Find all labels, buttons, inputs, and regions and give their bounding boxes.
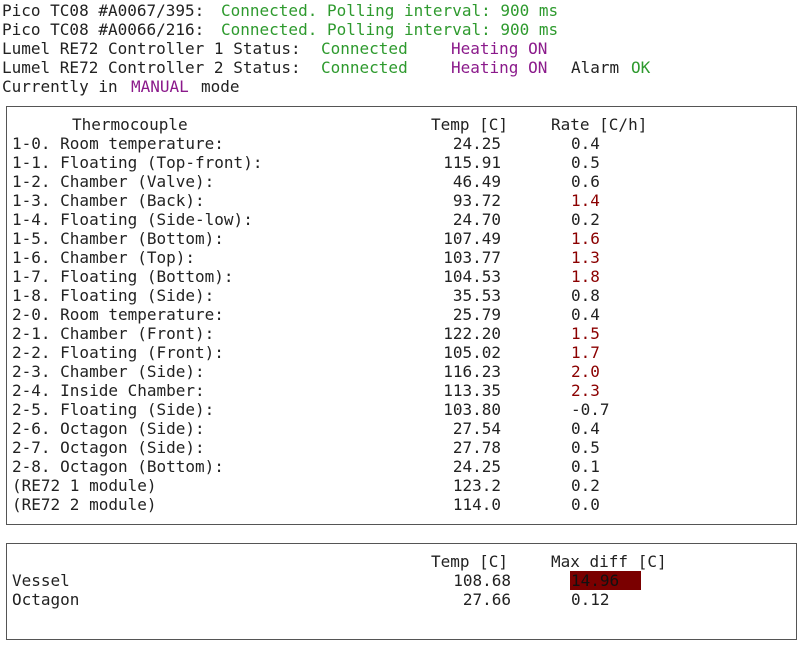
column-header: Thermocouple <box>72 114 188 134</box>
sensor-name: 1-8. Floating (Side): <box>12 285 215 305</box>
sensor-rate: 0.5 <box>571 152 600 172</box>
sensor-name: (RE72 1 module) <box>12 475 157 495</box>
sensor-rate: 1.7 <box>571 342 600 362</box>
column-header: Max diff [C] <box>551 551 667 571</box>
sensor-rate: 0.5 <box>571 437 600 457</box>
sensor-temp: 27.54 <box>452 418 501 438</box>
controller-label: Lumel RE72 Controller 2 Status: <box>2 57 301 77</box>
sensor-temp: 104.53 <box>443 266 501 286</box>
sensor-temp: 25.79 <box>452 304 501 324</box>
thermocouple-panel <box>6 106 797 525</box>
sensor-temp: 105.02 <box>443 342 501 362</box>
sensor-name: 2-4. Inside Chamber: <box>12 380 205 400</box>
sensor-rate: 0.4 <box>571 133 600 153</box>
summary-panel <box>6 543 797 640</box>
sensor-rate: 0.2 <box>571 475 600 495</box>
sensor-name: 1-6. Chamber (Top): <box>12 247 196 267</box>
sensor-rate: 1.6 <box>571 228 600 248</box>
summary-temp: 27.66 <box>462 589 511 609</box>
device-status: Connected. Polling interval: 900 ms <box>221 19 559 39</box>
sensor-temp: 123.2 <box>452 475 501 495</box>
sensor-name: (RE72 2 module) <box>12 494 157 514</box>
sensor-name: 2-7. Octagon (Side): <box>12 437 205 457</box>
sensor-temp: 46.49 <box>452 171 501 191</box>
sensor-temp: 103.77 <box>443 247 501 267</box>
sensor-name: 1-3. Chamber (Back): <box>12 190 205 210</box>
sensor-name: 2-1. Chamber (Front): <box>12 323 215 343</box>
device-label: Pico TC08 #A0067/395: <box>2 0 205 20</box>
mode-prefix: Currently in <box>2 76 118 96</box>
sensor-temp: 35.53 <box>452 285 501 305</box>
sensor-temp: 114.0 <box>452 494 501 514</box>
column-header: Temp [C] <box>431 114 509 134</box>
sensor-name: 1-7. Floating (Bottom): <box>12 266 234 286</box>
alarm-value: OK <box>631 57 651 77</box>
sensor-temp: 24.25 <box>452 133 501 153</box>
sensor-temp: 24.70 <box>452 209 501 229</box>
sensor-name: 1-2. Chamber (Valve): <box>12 171 215 191</box>
sensor-rate: 0.2 <box>571 209 600 229</box>
heating-status: Heating ON <box>451 57 548 77</box>
controller-status: Connected <box>321 57 408 77</box>
sensor-rate: 0.0 <box>571 494 600 514</box>
sensor-rate: 0.8 <box>571 285 600 305</box>
sensor-rate: 1.8 <box>571 266 600 286</box>
sensor-name: 2-3. Chamber (Side): <box>12 361 205 381</box>
controller-status: Connected <box>321 38 408 58</box>
sensor-rate: 0.1 <box>571 456 600 476</box>
sensor-rate: 0.4 <box>571 304 600 324</box>
sensor-name: 1-4. Floating (Side-low): <box>12 209 253 229</box>
heating-status: Heating ON <box>451 38 548 58</box>
sensor-name: 2-5. Floating (Side): <box>12 399 215 419</box>
summary-name: Octagon <box>12 589 80 609</box>
summary-max-diff: 0.12 <box>571 589 610 609</box>
sensor-rate: 1.5 <box>571 323 600 343</box>
sensor-rate: 0.6 <box>571 171 600 191</box>
device-label: Pico TC08 #A0066/216: <box>2 19 205 39</box>
sensor-name: 2-6. Octagon (Side): <box>12 418 205 438</box>
mode-suffix: mode <box>201 76 240 96</box>
sensor-name: 2-0. Room temperature: <box>12 304 224 324</box>
sensor-temp: 93.72 <box>452 190 501 210</box>
sensor-rate: 2.0 <box>571 361 600 381</box>
sensor-temp: 103.80 <box>443 399 501 419</box>
sensor-name: 2-8. Octagon (Bottom): <box>12 456 224 476</box>
summary-temp: 108.68 <box>453 570 511 590</box>
sensor-name: 2-2. Floating (Front): <box>12 342 224 362</box>
mode-value: MANUAL <box>131 76 189 96</box>
sensor-rate: 1.3 <box>571 247 600 267</box>
sensor-temp: 122.20 <box>443 323 501 343</box>
sensor-name: 1-5. Chamber (Bottom): <box>12 228 224 248</box>
sensor-temp: 27.78 <box>452 437 501 457</box>
sensor-name: 1-0. Room temperature: <box>12 133 224 153</box>
sensor-rate: 1.4 <box>571 190 600 210</box>
summary-max-diff: 14.96 <box>570 570 641 590</box>
sensor-temp: 24.25 <box>452 456 501 476</box>
summary-name: Vessel <box>12 570 70 590</box>
sensor-rate: 0.4 <box>571 418 600 438</box>
sensor-temp: 115.91 <box>443 152 501 172</box>
sensor-rate: 2.3 <box>571 380 600 400</box>
sensor-temp: 113.35 <box>443 380 501 400</box>
controller-label: Lumel RE72 Controller 1 Status: <box>2 38 301 58</box>
sensor-rate: -0.7 <box>571 399 610 419</box>
sensor-temp: 116.23 <box>443 361 501 381</box>
column-header: Rate [C/h] <box>551 114 648 134</box>
device-status: Connected. Polling interval: 900 ms <box>221 0 559 20</box>
sensor-name: 1-1. Floating (Top-front): <box>12 152 263 172</box>
alarm-label: Alarm <box>571 57 620 77</box>
column-header: Temp [C] <box>431 551 509 571</box>
sensor-temp: 107.49 <box>443 228 501 248</box>
